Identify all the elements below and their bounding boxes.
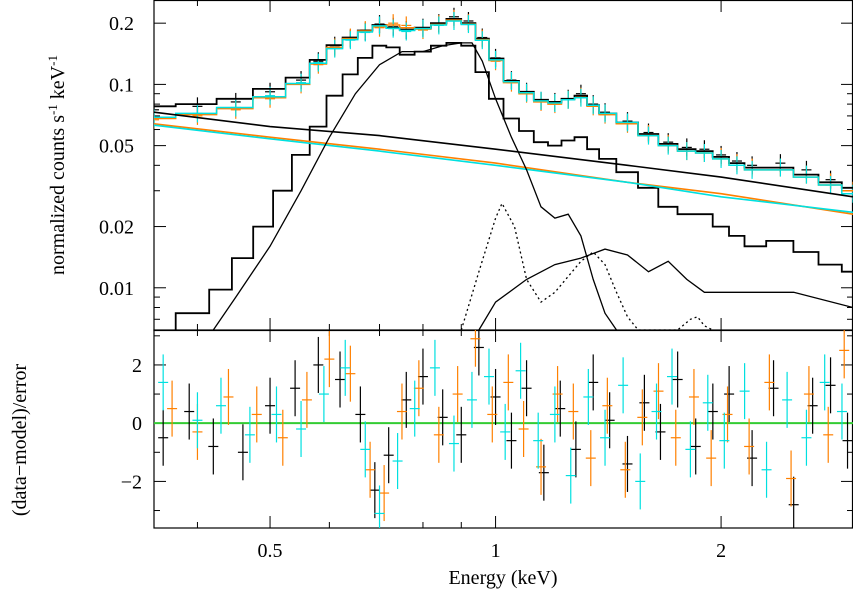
x-tick-label: 1 — [491, 540, 501, 562]
residual-series-2 — [158, 339, 847, 528]
top-y-tick-label: 0.2 — [109, 13, 134, 35]
top-y-tick-label: 0.05 — [99, 136, 134, 158]
spectrum-panel: 0.2 0.1 0.05 0.02 0.01 — [99, 0, 853, 332]
x-axis-label: Energy (keV) — [448, 567, 557, 589]
model-line-series-12 — [460, 201, 714, 330]
bottom-plot-area — [154, 330, 853, 528]
top-y-tick-label: 0.1 — [109, 74, 134, 96]
model-step-series-6 — [174, 42, 853, 330]
top-y-axis-label-sup2: -1 — [45, 55, 60, 66]
top-y-axis-label-main: normalized counts s — [47, 115, 69, 275]
top-y-axis-label-sup1: -1 — [45, 104, 60, 115]
bottom-y-tick-label: 2 — [132, 355, 142, 377]
residual-series-1 — [167, 330, 850, 522]
top-y-tick-label: 0.02 — [99, 217, 134, 239]
model-line-series-10 — [212, 42, 618, 330]
bottom-y-tick-label: −2 — [121, 471, 142, 493]
model-line-series-7 — [154, 111, 853, 198]
model-line-series-11 — [478, 248, 853, 330]
model-line-series-8 — [154, 123, 853, 215]
residual-series-0 — [158, 330, 853, 528]
bottom-y-axis-label: (data−model)/error — [9, 364, 31, 517]
bottom-y-tick-label: 0 — [132, 413, 142, 435]
x-tick-label: 2 — [716, 540, 726, 562]
x-tick-label: 0.5 — [258, 540, 283, 562]
residuals-panel: 0.5 1 2 2 0 −2 — [121, 329, 853, 562]
data-series-2 — [154, 11, 853, 203]
top-y-axis-label-mid: keV — [47, 65, 69, 104]
top-y-tick-label: 0.01 — [99, 278, 134, 300]
data-series-1 — [154, 9, 853, 200]
bottom-plot-frame — [153, 329, 853, 529]
top-plot-area — [154, 7, 853, 330]
model-step-series-5 — [154, 20, 853, 195]
model-line-series-9 — [154, 124, 853, 214]
top-y-axis-label: normalized counts s-1 keV-1 — [45, 55, 70, 275]
